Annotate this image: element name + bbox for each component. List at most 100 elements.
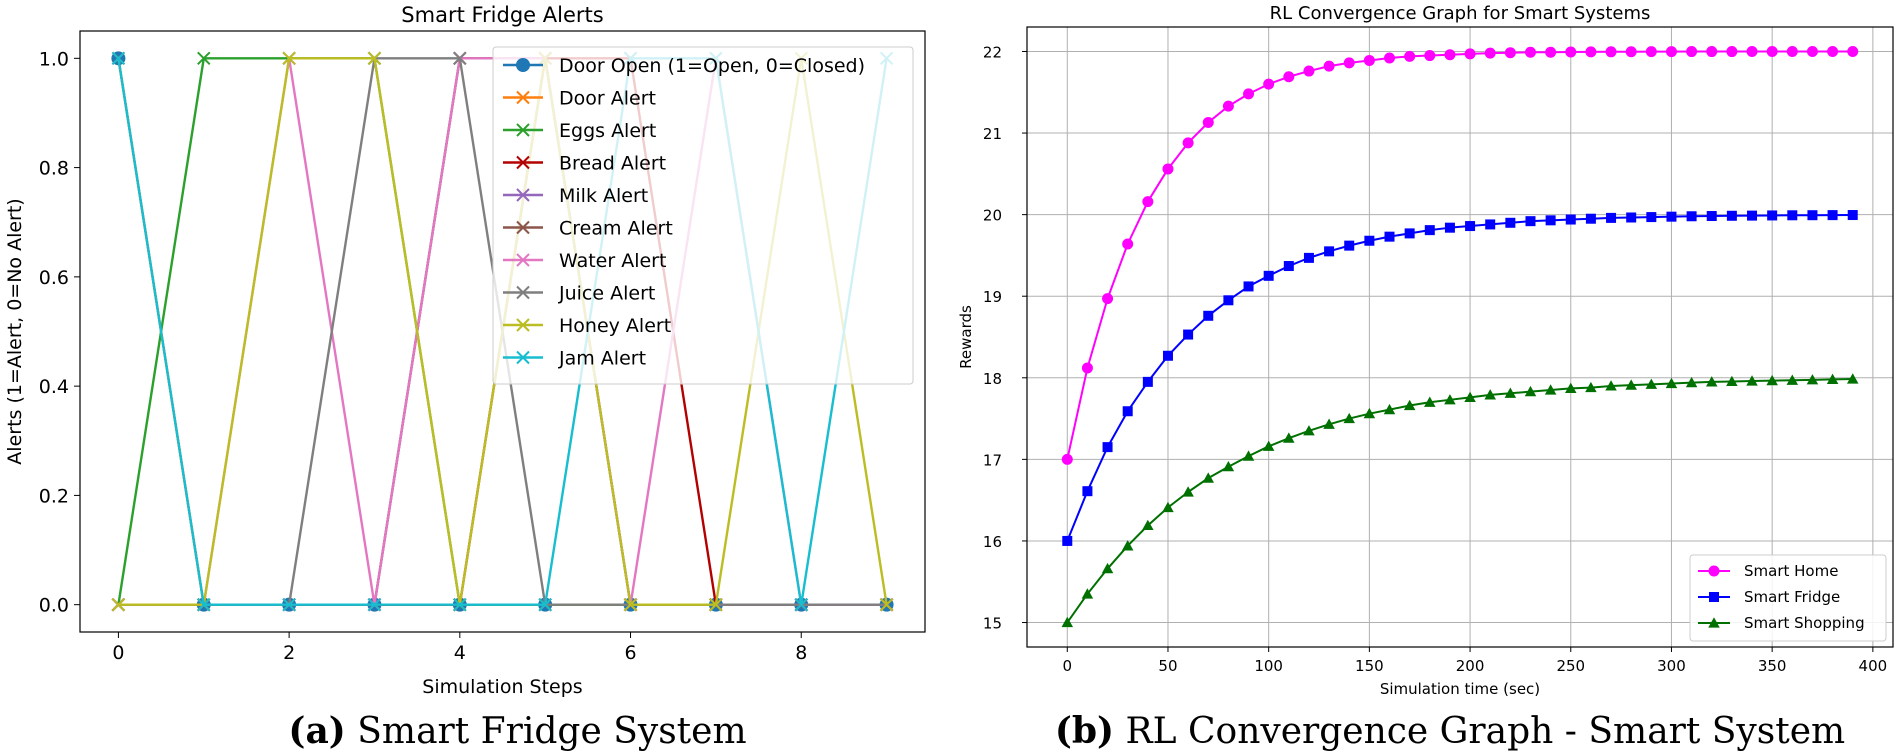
chart-b-data-point bbox=[1242, 450, 1255, 461]
chart-a-legend-marker bbox=[516, 123, 530, 137]
chart-b-y-tick-label: 22 bbox=[983, 43, 1002, 61]
chart-b-data-point bbox=[1726, 375, 1738, 387]
chart-b-data-point bbox=[1303, 65, 1315, 77]
chart-b-y-tick-label: 18 bbox=[983, 370, 1002, 388]
chart-b-data-point bbox=[1746, 375, 1758, 386]
chart-b-data-point bbox=[1686, 46, 1698, 58]
chart-b-data-point bbox=[1102, 442, 1113, 453]
chart-b-data-point bbox=[1062, 535, 1073, 546]
chart-b-data-point bbox=[1544, 384, 1557, 395]
chart-b-data-point bbox=[1444, 49, 1456, 61]
chart-b-y-tick-label: 21 bbox=[983, 125, 1002, 143]
chart-a-data-point bbox=[453, 597, 467, 612]
chart-b-data-point bbox=[1666, 211, 1677, 222]
chart-a-legend-entry: Eggs Alert bbox=[559, 120, 656, 142]
chart-b-x-tick-label: 50 bbox=[1158, 657, 1177, 675]
chart-a-data-point bbox=[282, 51, 296, 66]
chart-b-data-point bbox=[1082, 486, 1093, 497]
chart-a-legend-marker bbox=[516, 253, 530, 267]
chart-b-data-point bbox=[1686, 211, 1697, 222]
chart-b-data-point bbox=[1121, 540, 1134, 551]
chart-b-data-point bbox=[1303, 252, 1314, 263]
chart-a-legend-entry: Water Alert bbox=[559, 250, 666, 272]
chart-b-x-tick-label: 300 bbox=[1657, 657, 1686, 675]
chart-a: Smart Fridge Alerts 0 2 4 6 8 0.0 0.2 0.4 0.6 0.8 1… bbox=[4, 3, 926, 752]
chart-b-data-point bbox=[1585, 46, 1597, 58]
chart-a-legend-marker bbox=[516, 155, 530, 170]
chart-b-data-point bbox=[1504, 387, 1517, 398]
chart-b-data-point bbox=[1726, 210, 1737, 221]
chart-b-data-point bbox=[1565, 214, 1576, 225]
chart-b-data-point bbox=[1766, 374, 1778, 386]
chart-a-data-point bbox=[111, 597, 126, 612]
chart-b-data-point bbox=[1122, 238, 1134, 250]
chart-a-x-label: Simulation Steps bbox=[422, 676, 582, 698]
chart-b-data-point bbox=[1665, 377, 1678, 389]
chart-a-data-point bbox=[538, 597, 552, 612]
chart-b-data-point bbox=[1484, 389, 1496, 400]
chart-b: RL Convergence Graph for Smart Systems 0 5… bbox=[957, 3, 1894, 752]
chart-b-data-point bbox=[1545, 46, 1557, 58]
chart-b-data-point bbox=[1081, 362, 1093, 374]
chart-a-legend-entry: Honey Alert bbox=[559, 315, 671, 337]
chart-b-legend: Smart Home Smart Fridge Smart Shopping bbox=[1689, 554, 1887, 642]
chart-a-y-label: Alerts (1=Alert, 0=No Alert) bbox=[4, 198, 26, 464]
chart-b-data-point bbox=[1846, 373, 1859, 384]
chart-b-legend-box bbox=[1689, 554, 1887, 642]
chart-b-y-tick-label: 16 bbox=[983, 533, 1002, 551]
chart-b-data-point bbox=[1424, 50, 1436, 62]
chart-b-data-point bbox=[1364, 235, 1375, 246]
chart-b-legend-entry: Smart Home bbox=[1744, 562, 1838, 580]
chart-b-y-tick-label: 20 bbox=[983, 207, 1002, 225]
chart-b-data-point bbox=[1344, 240, 1355, 251]
chart-b-data-point bbox=[1465, 221, 1476, 232]
chart-b-data-point bbox=[1444, 222, 1455, 233]
chart-b-data-point bbox=[1585, 213, 1596, 224]
chart-a-frame bbox=[79, 30, 926, 633]
chart-a-legend-marker bbox=[516, 285, 530, 300]
chart-b-data-point bbox=[1182, 137, 1194, 149]
chart-a-legend-entry: Milk Alert bbox=[559, 185, 648, 207]
chart-a-data-point bbox=[282, 597, 296, 612]
chart-b-data-point bbox=[1243, 88, 1255, 100]
chart-b-caption: (b) RL Convergence Graph - Smart System bbox=[1055, 710, 1845, 752]
chart-a-legend: Door Open (1=Open, 0=Closed) Door Alert Eg… bbox=[492, 46, 914, 385]
chart-b-data-point bbox=[1183, 329, 1194, 340]
chart-b-data-point bbox=[1685, 376, 1698, 388]
chart-b-data-point bbox=[1404, 228, 1415, 239]
chart-b-series-line bbox=[1066, 378, 1853, 624]
chart-b-data-point bbox=[1706, 46, 1718, 58]
chart-b-data-point bbox=[1504, 47, 1516, 59]
chart-b-data-point bbox=[1363, 54, 1375, 66]
chart-a-data-point bbox=[367, 597, 382, 612]
chart-b-data-point bbox=[1324, 246, 1335, 257]
chart-a-x-tick-label: 8 bbox=[795, 642, 807, 664]
chart-b-frame bbox=[1026, 26, 1894, 648]
chart-b-data-point bbox=[1665, 46, 1677, 58]
chart-b-x-label: Simulation time (sec) bbox=[1380, 680, 1540, 698]
chart-b-title: RL Convergence Graph for Smart Systems bbox=[1270, 3, 1651, 24]
chart-b-data-point bbox=[1363, 407, 1376, 419]
chart-b-data-point bbox=[1847, 45, 1859, 57]
chart-a-data-point bbox=[794, 597, 808, 612]
chart-b-y-tick-label: 17 bbox=[983, 451, 1002, 469]
chart-a-legend-entry: Jam Alert bbox=[558, 348, 646, 370]
chart-a-x-tick-label: 4 bbox=[454, 642, 466, 664]
chart-b-data-point bbox=[1787, 210, 1798, 221]
chart-b-data-point bbox=[1384, 52, 1396, 64]
chart-b-data-point bbox=[1606, 212, 1617, 223]
chart-b-data-point bbox=[1243, 281, 1254, 292]
chart-b-data-point bbox=[1585, 381, 1597, 393]
chart-b-series bbox=[1061, 373, 1859, 628]
chart-a-legend-entry: Door Alert bbox=[559, 88, 656, 110]
chart-b-data-point bbox=[1807, 210, 1818, 221]
chart-b-data-point bbox=[1061, 616, 1074, 628]
chart-b-data-point bbox=[1162, 163, 1174, 175]
chart-b-x-tick-label: 0 bbox=[1063, 657, 1073, 675]
chart-b-data-point bbox=[1827, 210, 1838, 221]
chart-a-data-point bbox=[197, 597, 211, 612]
chart-b-data-point bbox=[1705, 376, 1718, 387]
chart-b-data-point bbox=[1847, 210, 1858, 221]
chart-b-data-point bbox=[1565, 46, 1577, 58]
chart-b-series bbox=[1061, 45, 1859, 465]
